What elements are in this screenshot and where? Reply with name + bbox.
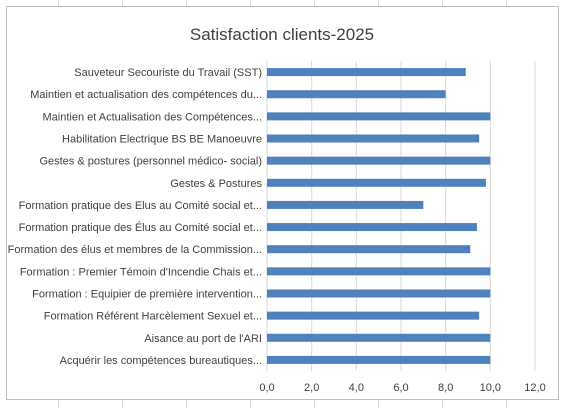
category-label: Habilitation Electrique BS BE Manoeuvre (62, 134, 262, 146)
bar[interactable] (267, 245, 471, 254)
bar-chart: Satisfaction clients-2025 Sauveteur Seco… (8, 25, 546, 394)
x-tick-label: 10,0 (480, 382, 501, 394)
category-label: Formation pratique des Elus au Comité so… (19, 200, 262, 212)
bars-layer (267, 68, 491, 364)
bar[interactable] (267, 289, 491, 298)
chart-container[interactable]: Satisfaction clients-2025 Sauveteur Seco… (6, 6, 559, 400)
category-labels: Sauveteur Secouriste du Travail (SST) Mai… (8, 67, 263, 367)
bar[interactable] (267, 112, 491, 121)
x-tick-label: 2,0 (304, 382, 319, 394)
bar[interactable] (267, 178, 486, 187)
category-label: Aisance au port de l'ARI (144, 333, 262, 345)
category-label: Gestes & Postures (170, 178, 262, 190)
category-label: Sauveteur Secouriste du Travail (SST) (74, 67, 262, 79)
bar[interactable] (267, 90, 446, 99)
category-label: Formation : Premier Témoin d'Incendie Ch… (20, 266, 262, 278)
category-label: Formation pratique des Élus au Comité so… (19, 221, 262, 234)
x-tick-label: 12,0 (524, 382, 545, 394)
category-label: Acquérir les compétences bureautiques... (60, 355, 262, 367)
bar[interactable] (267, 200, 424, 209)
bar[interactable] (267, 355, 491, 364)
x-tick-label: 6,0 (393, 382, 408, 394)
x-tick-label: 4,0 (349, 382, 364, 394)
bar[interactable] (267, 156, 491, 165)
bar[interactable] (267, 267, 491, 276)
bar[interactable] (267, 223, 477, 232)
category-label: Maintien et actualisation des compétence… (30, 89, 262, 101)
category-label: Formation des élus et membres de la Comm… (8, 244, 262, 256)
bar[interactable] (267, 134, 480, 143)
x-tick-label: 0,0 (259, 382, 274, 394)
bar[interactable] (267, 311, 480, 320)
x-axis-tick-labels: 0,0 2,0 4,0 6,0 8,0 10,0 12,0 (259, 382, 545, 394)
bar[interactable] (267, 333, 491, 342)
category-label: Gestes & postures (personnel médico- soc… (39, 156, 262, 168)
chart-title: Satisfaction clients-2025 (190, 25, 374, 44)
category-label: Maintien et Actualisation des Compétence… (42, 111, 262, 123)
bar[interactable] (267, 68, 466, 77)
category-label: Formation Référent Harcèlement Sexuel et… (44, 311, 262, 323)
category-label: Formation : Equipier de première interve… (32, 289, 262, 301)
x-tick-label: 8,0 (438, 382, 453, 394)
grid-layer (266, 61, 536, 371)
